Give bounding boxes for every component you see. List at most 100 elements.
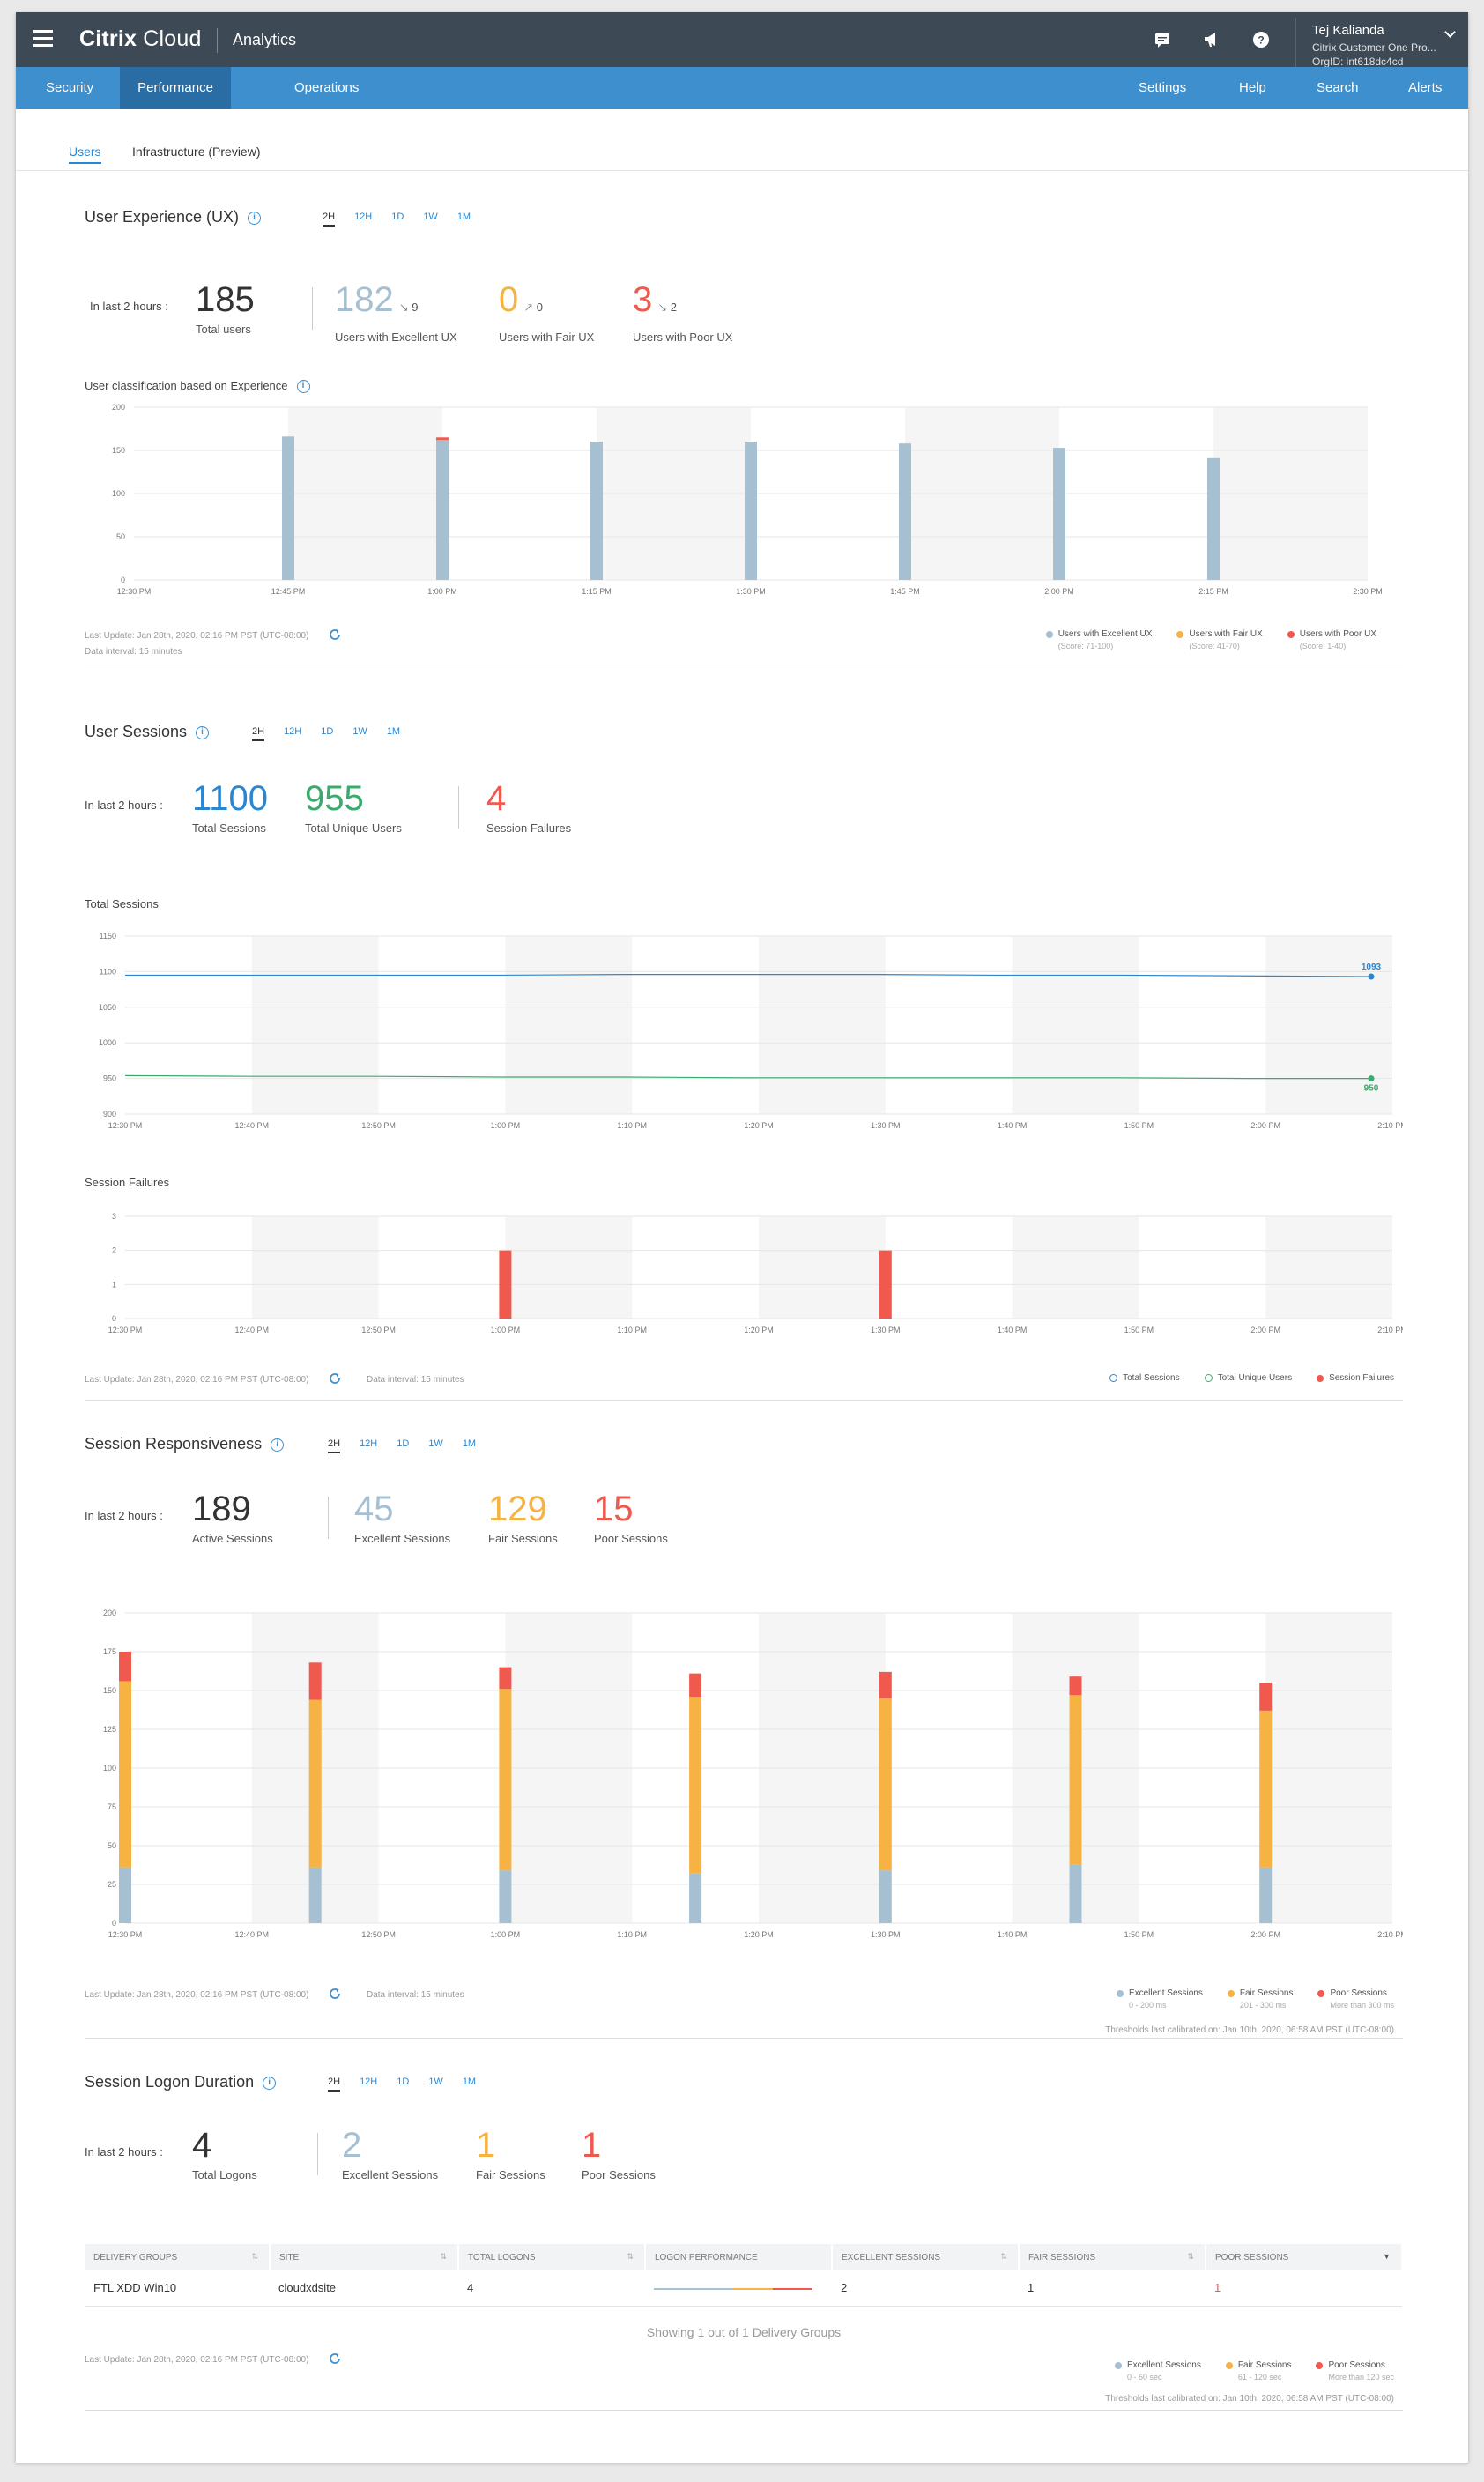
- bar: [689, 1673, 702, 1698]
- legend-item[interactable]: Users with Poor UX (Score: 1-40): [1287, 629, 1376, 650]
- info-icon[interactable]: i: [263, 2076, 277, 2090]
- column-header[interactable]: SITE ⇅: [270, 2244, 459, 2270]
- kpi-session-failures[interactable]: 4 Session Failures: [486, 779, 572, 835]
- kpi-excellent-sessions[interactable]: 45 Excellent Sessions: [354, 1490, 451, 1545]
- legend-item[interactable]: Excellent Sessions 0 - 200 ms: [1116, 1988, 1203, 2010]
- range-2h[interactable]: 2H: [328, 2077, 341, 2092]
- range-1m[interactable]: 1M: [456, 212, 471, 222]
- refresh-icon[interactable]: [328, 1987, 342, 2001]
- range-12h[interactable]: 12H: [360, 1438, 378, 1449]
- y-tick-label: 75: [108, 1802, 116, 1811]
- nav-performance[interactable]: Performance: [120, 67, 231, 109]
- range-1m[interactable]: 1M: [462, 1438, 477, 1449]
- legend-item[interactable]: Session Failures: [1317, 1373, 1394, 1383]
- legend-item[interactable]: Excellent Sessions 0 - 60 sec: [1114, 2360, 1201, 2382]
- range-1d[interactable]: 1D: [321, 726, 334, 737]
- bar: [308, 1662, 322, 1700]
- range-2h[interactable]: 2H: [252, 726, 265, 741]
- kpi-logon-poor[interactable]: 1 Poor Sessions: [582, 2126, 656, 2181]
- info-icon[interactable]: i: [271, 1438, 285, 1452]
- kpi-logon-fair[interactable]: 1 Fair Sessions: [476, 2126, 545, 2181]
- bar: [282, 436, 294, 580]
- x-tick-label: 1:30 PM: [871, 1930, 901, 1939]
- refresh-icon[interactable]: [328, 2352, 342, 2366]
- x-tick-label: 2:30 PM: [1353, 587, 1383, 596]
- info-icon[interactable]: i: [296, 380, 310, 394]
- brand-logo[interactable]: Citrix Cloud: [79, 26, 202, 51]
- nav-settings[interactable]: Settings: [1139, 80, 1187, 95]
- bar: [1259, 1710, 1273, 1868]
- refresh-icon[interactable]: [328, 1371, 342, 1386]
- info-icon[interactable]: i: [196, 725, 210, 739]
- column-header[interactable]: TOTAL LOGONS ⇅: [458, 2244, 646, 2270]
- legend-item[interactable]: Total Sessions: [1109, 1373, 1180, 1383]
- nav-security[interactable]: Security: [46, 80, 94, 95]
- column-header[interactable]: DELIVERY GROUPS ⇅: [85, 2244, 271, 2270]
- legend-label: Fair Sessions 61 - 120 sec: [1237, 2360, 1292, 2382]
- bar: [308, 1867, 322, 1923]
- legend-sublabel: 0 - 60 sec: [1126, 2373, 1162, 2382]
- range-12h[interactable]: 12H: [360, 2077, 378, 2087]
- info-icon[interactable]: i: [248, 211, 262, 225]
- kpi-fair-ux[interactable]: 0 ↗ 0 Users with Fair UX: [499, 280, 595, 344]
- column-header[interactable]: FAIR SESSIONS ⇅: [1019, 2244, 1206, 2270]
- kpi-total-logons[interactable]: 4 Total Logons: [192, 2126, 257, 2181]
- nav-operations[interactable]: Operations: [294, 80, 360, 95]
- ux-legend: Users with Excellent UX (Score: 71-100) Us…: [1045, 629, 1376, 650]
- series-line: [125, 974, 1372, 977]
- range-1w[interactable]: 1W: [352, 726, 367, 737]
- tab-users[interactable]: Users: [69, 145, 101, 164]
- tab-infrastructure[interactable]: Infrastructure (Preview): [132, 145, 261, 159]
- announcement-icon[interactable]: [1200, 28, 1223, 51]
- kpi-fair-sessions[interactable]: 129 Fair Sessions: [488, 1490, 558, 1545]
- legend-sublabel: (Score: 71-100): [1057, 642, 1114, 650]
- kpi-active-sessions[interactable]: 189 Active Sessions: [192, 1490, 273, 1545]
- help-icon[interactable]: ?: [1250, 28, 1273, 51]
- kpi-total-users[interactable]: 185 Total users: [196, 280, 255, 336]
- column-header[interactable]: POOR SESSIONS ▼: [1206, 2244, 1403, 2270]
- legend-item[interactable]: Poor Sessions More than 120 sec: [1316, 2360, 1394, 2382]
- legend-item[interactable]: Fair Sessions 201 - 300 ms: [1227, 1988, 1293, 2010]
- range-2h[interactable]: 2H: [328, 1438, 341, 1453]
- legend-item[interactable]: Poor Sessions More than 300 ms: [1317, 1988, 1394, 2010]
- feedback-icon[interactable]: [1151, 28, 1174, 51]
- range-12h[interactable]: 12H: [354, 212, 373, 222]
- kpi-poor-sessions[interactable]: 15 Poor Sessions: [594, 1490, 668, 1545]
- range-2h[interactable]: 2H: [323, 212, 336, 227]
- range-1m[interactable]: 1M: [462, 2077, 477, 2087]
- kpi-unique-users[interactable]: 955 Total Unique Users: [305, 779, 402, 835]
- nav-help[interactable]: Help: [1239, 80, 1266, 95]
- y-tick-label: 950: [103, 1074, 116, 1083]
- range-1d[interactable]: 1D: [397, 2077, 410, 2087]
- range-1d[interactable]: 1D: [397, 1438, 410, 1449]
- sessions-range-selector: 2H 12H 1D 1W 1M: [252, 726, 400, 741]
- refresh-icon[interactable]: [328, 628, 342, 642]
- legend-swatch: [1176, 631, 1184, 638]
- hamburger-menu-icon[interactable]: [33, 30, 53, 47]
- legend-item[interactable]: Total Unique Users: [1204, 1373, 1292, 1383]
- column-header[interactable]: EXCELLENT SESSIONS ⇅: [832, 2244, 1020, 2270]
- cell-delivery-group[interactable]: FTL XDD Win10: [85, 2270, 270, 2307]
- range-1w[interactable]: 1W: [428, 1438, 443, 1449]
- kpi-logon-excellent[interactable]: 2 Excellent Sessions: [342, 2126, 439, 2181]
- table-row[interactable]: FTL XDD Win10 cloudxdsite 4 2 1 1: [85, 2270, 1402, 2307]
- responsiveness-kpis: In last 2 hours : 189 Active Sessions 45 E…: [85, 1490, 1403, 1551]
- nav-alerts[interactable]: Alerts: [1408, 80, 1443, 95]
- range-1w[interactable]: 1W: [428, 2077, 443, 2087]
- range-1m[interactable]: 1M: [386, 726, 401, 737]
- legend-item[interactable]: Fair Sessions 61 - 120 sec: [1225, 2360, 1292, 2382]
- kpi-total-sessions[interactable]: 1100 Total Sessions: [192, 779, 269, 835]
- kpi-excellent-ux[interactable]: 182 ↘ 9 Users with Excellent UX: [335, 280, 457, 344]
- legend-sublabel: 0 - 200 ms: [1128, 2001, 1167, 2010]
- range-1d[interactable]: 1D: [391, 212, 404, 222]
- legend-item[interactable]: Users with Fair UX (Score: 41-70): [1176, 629, 1263, 650]
- range-1w[interactable]: 1W: [423, 212, 438, 222]
- range-12h[interactable]: 12H: [284, 726, 302, 737]
- legend-item[interactable]: Users with Excellent UX (Score: 71-100): [1045, 629, 1152, 650]
- nav-search[interactable]: Search: [1317, 80, 1359, 95]
- user-menu[interactable]: Tej Kalianda Citrix Customer One Pro... …: [1295, 18, 1468, 68]
- bar: [1069, 1676, 1082, 1696]
- period-label: In last 2 hours :: [85, 1509, 163, 1522]
- kpi-poor-ux[interactable]: 3 ↘ 2 Users with Poor UX: [633, 280, 733, 344]
- x-tick-label: 1:10 PM: [617, 1326, 647, 1334]
